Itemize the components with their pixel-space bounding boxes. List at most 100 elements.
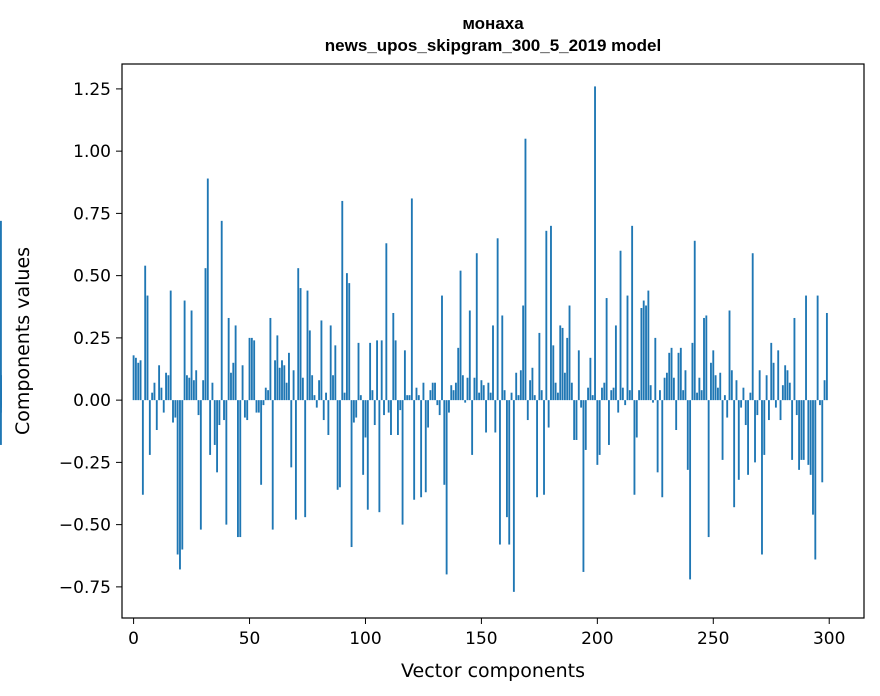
bar — [552, 345, 555, 401]
bar — [735, 380, 738, 401]
bar — [313, 395, 316, 401]
bar — [819, 400, 821, 406]
bar — [791, 400, 794, 460]
bar — [480, 380, 483, 401]
bar — [645, 305, 647, 401]
bar — [543, 400, 545, 495]
bars-group — [0, 86, 828, 592]
bar — [675, 400, 678, 431]
bar — [807, 400, 810, 465]
bar — [589, 357, 592, 401]
bar — [438, 400, 441, 416]
bar — [134, 357, 137, 401]
bar — [730, 370, 733, 401]
bar — [452, 390, 455, 401]
x-tick-label: 300 — [813, 629, 845, 649]
bar — [450, 385, 453, 401]
bar — [243, 400, 246, 418]
bar — [772, 362, 775, 401]
bar — [385, 243, 388, 401]
bar — [169, 290, 172, 401]
bar — [216, 400, 218, 473]
bar — [436, 400, 439, 406]
bar — [262, 400, 265, 406]
bar — [378, 400, 381, 513]
bar — [652, 400, 654, 403]
bar — [793, 317, 796, 401]
y-tick-label: 1.25 — [73, 80, 111, 100]
bar — [707, 400, 710, 538]
y-tick-label: −0.75 — [59, 578, 111, 598]
bar — [473, 377, 476, 401]
bar — [501, 315, 504, 401]
x-tick-label: 200 — [581, 629, 613, 649]
bar — [554, 382, 557, 401]
bar — [195, 370, 198, 401]
bar — [626, 295, 629, 401]
bar — [155, 400, 158, 431]
bar — [146, 295, 149, 401]
bar — [248, 337, 251, 401]
bar — [410, 198, 413, 401]
bar — [162, 400, 165, 413]
bar — [443, 400, 446, 485]
bar — [459, 270, 462, 401]
bar — [132, 355, 135, 401]
bar — [151, 392, 154, 401]
bar — [192, 380, 195, 401]
bar — [366, 400, 369, 510]
bar — [336, 400, 339, 490]
bar — [756, 400, 759, 416]
bar — [689, 400, 692, 580]
bar — [383, 400, 385, 416]
bar — [510, 392, 513, 401]
bar — [478, 392, 481, 401]
bar — [575, 400, 578, 440]
bar — [677, 352, 680, 401]
bar — [445, 400, 448, 575]
bar — [461, 375, 464, 401]
bar — [457, 347, 460, 401]
bar — [413, 400, 416, 500]
bar — [533, 395, 536, 401]
bar — [716, 387, 719, 401]
bar — [749, 392, 752, 401]
bar — [283, 365, 286, 401]
bar — [241, 365, 244, 401]
bar — [454, 382, 457, 401]
bar — [691, 342, 694, 401]
bar — [679, 347, 682, 401]
bar — [568, 305, 571, 401]
bar — [631, 225, 634, 401]
bar — [308, 330, 311, 401]
bar — [359, 395, 362, 401]
bar — [167, 375, 170, 401]
bar — [348, 283, 351, 401]
bar — [582, 400, 585, 572]
y-tick-label: −0.50 — [59, 516, 111, 536]
bar — [770, 342, 773, 401]
plot-frame — [121, 63, 865, 619]
bar — [612, 387, 615, 401]
bar — [563, 372, 566, 401]
bar — [315, 400, 318, 408]
bar — [0, 220, 2, 401]
bar — [761, 400, 763, 555]
bar — [176, 400, 179, 555]
bar — [250, 337, 253, 401]
bar — [825, 312, 828, 401]
bar — [288, 352, 290, 401]
bar — [392, 312, 395, 401]
bar — [647, 290, 650, 401]
bar — [536, 400, 538, 498]
bar — [369, 342, 372, 401]
bar — [183, 300, 186, 401]
axes-group: 0 50 100 150 200 250 300 −0.75 −0.50 −0.25 0.00 0.2… — [59, 80, 846, 649]
bar — [723, 395, 726, 401]
bar — [371, 390, 374, 401]
bar — [137, 362, 140, 401]
bar — [686, 400, 689, 470]
bar — [422, 382, 425, 401]
